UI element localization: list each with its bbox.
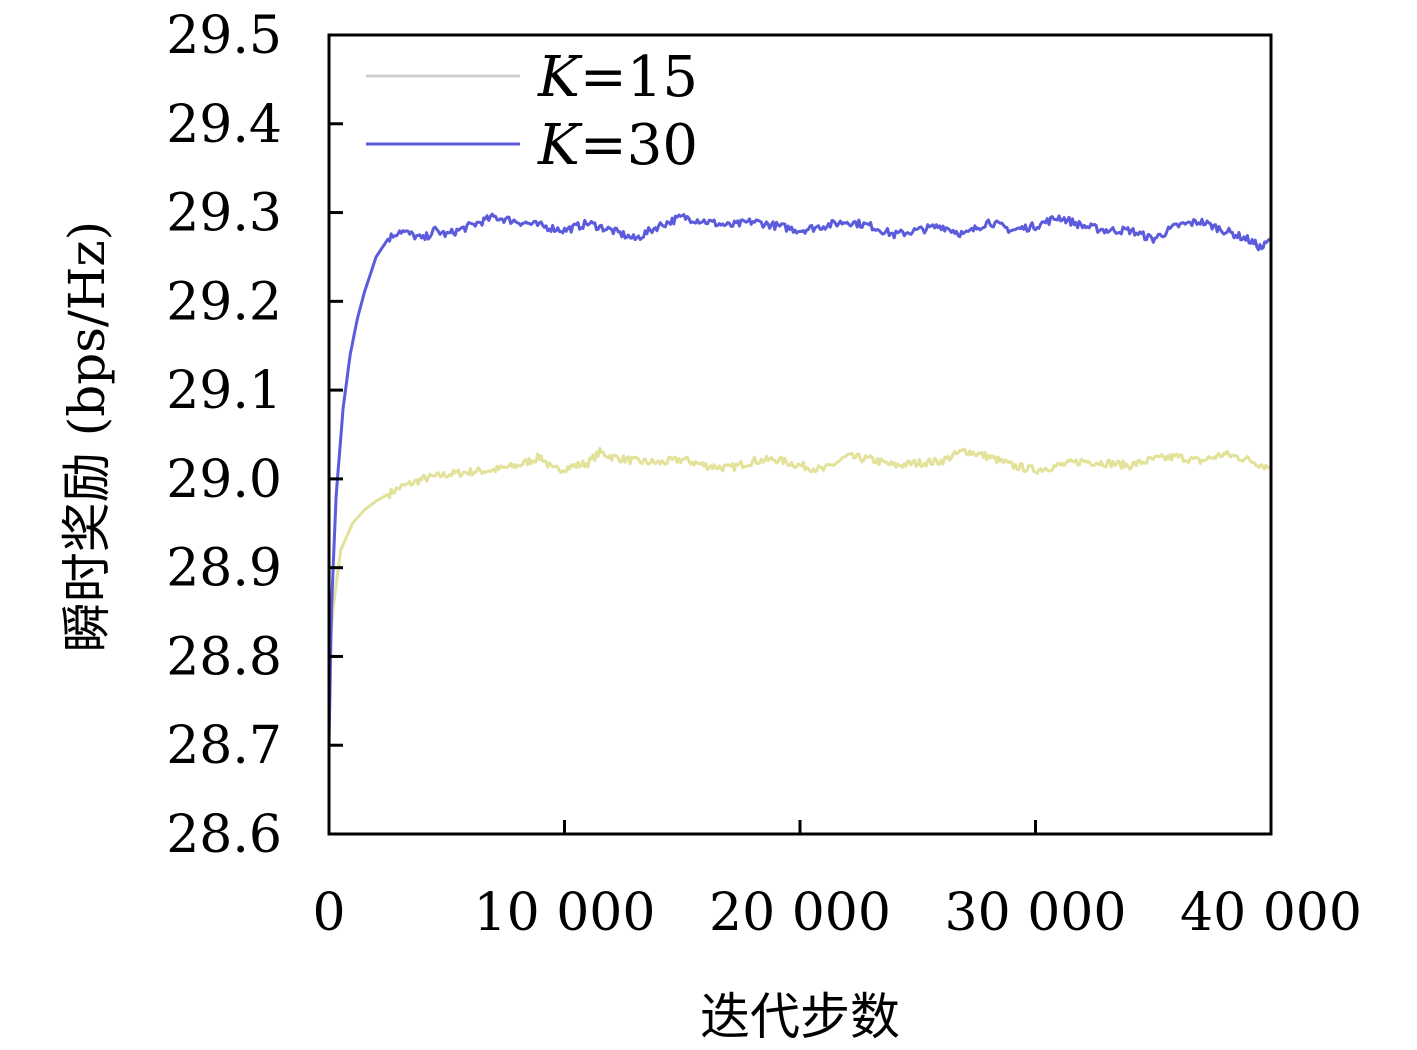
legend-label: K=30: [537, 113, 698, 178]
y-axis-title: 瞬时奖励 (bps/Hz): [58, 221, 116, 652]
x-tick-label: 40 000: [1180, 883, 1362, 943]
ticks-layer: 28.6 28.7 28.8 28.9 29.0 29.1 29.2 29.3 29.4 29.5…: [166, 6, 1362, 943]
y-tick-label: 29.3: [166, 184, 282, 244]
plot-frame: [327, 33, 1273, 836]
series-layer: [327, 212, 1272, 746]
legend-var: K: [537, 113, 583, 178]
x-tick-label: 20 000: [709, 883, 891, 943]
y-tick-label: 28.6: [166, 805, 282, 865]
x-tick-label: 30 000: [945, 883, 1127, 943]
legend-value: =15: [580, 45, 698, 110]
x-axis-title: 迭代步数: [700, 988, 900, 1046]
y-tick-label: 29.0: [166, 450, 282, 510]
y-tick-label: 29.4: [166, 95, 282, 155]
y-tick-label: 28.8: [166, 627, 282, 687]
x-tick-label: 0: [312, 883, 345, 943]
x-tick-label: 10 000: [474, 883, 656, 943]
y-tick-label: 28.7: [166, 716, 282, 776]
y-tick-label: 29.1: [166, 361, 282, 421]
series-line-k-15: [327, 447, 1272, 657]
y-tick-label: 28.9: [166, 539, 282, 599]
legend-value: =30: [580, 113, 698, 178]
legend-var: K: [537, 45, 583, 110]
y-tick-label: 29.5: [166, 6, 282, 66]
series-line-k-30: [327, 212, 1272, 746]
legend-label: K=15: [537, 45, 698, 110]
y-tick-label: 29.2: [166, 272, 282, 332]
legend: K=15K=30: [366, 45, 698, 178]
